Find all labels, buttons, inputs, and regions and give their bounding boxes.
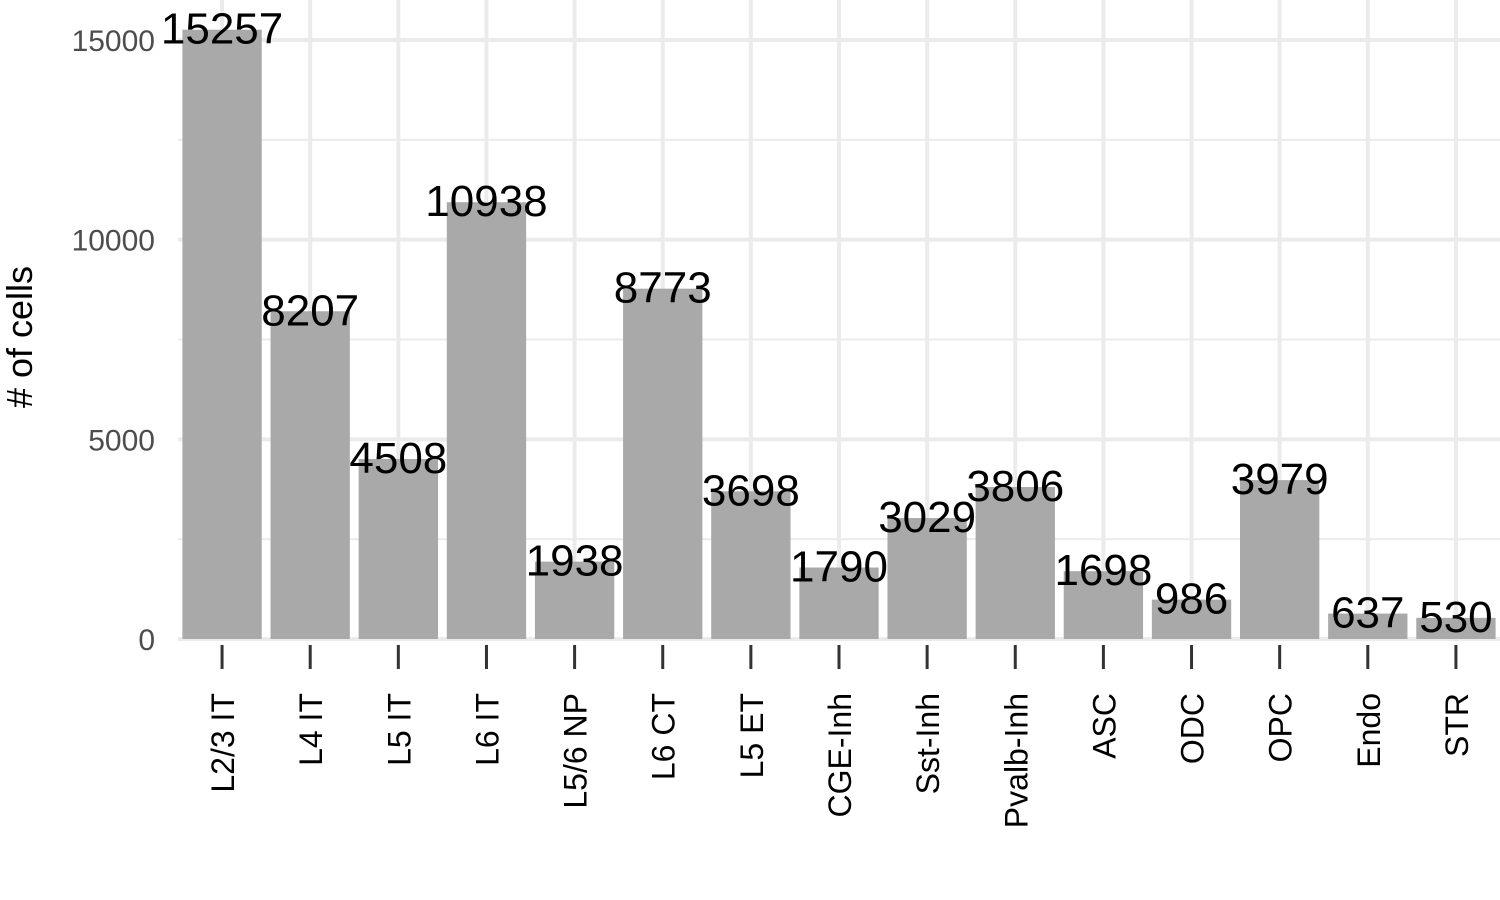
x-tick-label: L5 ET bbox=[734, 693, 770, 778]
x-tick-label: L5 IT bbox=[381, 693, 417, 766]
x-tick-label: L6 CT bbox=[646, 693, 682, 780]
bar bbox=[1416, 617, 1496, 639]
data-label: 8773 bbox=[614, 264, 712, 313]
x-tick-label: ODC bbox=[1175, 693, 1211, 764]
bar bbox=[534, 561, 615, 639]
data-label: 10938 bbox=[425, 177, 547, 226]
data-label: 1698 bbox=[1054, 546, 1152, 595]
data-label: 3979 bbox=[1231, 455, 1329, 504]
data-label: 15257 bbox=[161, 5, 283, 54]
data-label: 637 bbox=[1331, 589, 1404, 638]
y-axis-title: # of cells bbox=[0, 266, 40, 408]
data-labels: 15257 8207 4508 10938 1938 8773 3698 1790302938… bbox=[161, 5, 1493, 642]
bar bbox=[446, 202, 527, 639]
data-label: 986 bbox=[1155, 575, 1228, 624]
x-tick-label: CGE-Inh bbox=[822, 693, 858, 817]
bar bbox=[711, 491, 791, 639]
x-tick-label: STR bbox=[1439, 693, 1475, 757]
bar bbox=[270, 311, 350, 639]
bar bbox=[887, 518, 967, 639]
bar bbox=[1240, 480, 1320, 639]
x-tick-label: Pvalb-Inh bbox=[998, 693, 1034, 828]
x-tick-label: L2/3 IT bbox=[205, 693, 241, 793]
bar bbox=[799, 567, 879, 639]
data-label: 1790 bbox=[790, 543, 888, 592]
x-tick-label: Sst-Inh bbox=[910, 693, 946, 794]
data-label: 3698 bbox=[702, 466, 800, 515]
bar bbox=[182, 29, 262, 640]
x-tick-label: L4 IT bbox=[293, 693, 329, 766]
data-label: 3029 bbox=[878, 493, 976, 542]
y-axis: 0 5000 10000 15000 bbox=[72, 25, 155, 657]
data-label: 3806 bbox=[966, 462, 1064, 511]
bar bbox=[1151, 599, 1232, 639]
x-tick-label: L5/6 NP bbox=[558, 693, 594, 809]
bar bbox=[975, 487, 1055, 639]
y-tick-label: 5000 bbox=[88, 424, 155, 457]
x-tick-label: Endo bbox=[1351, 693, 1387, 768]
x-tick-label: ASC bbox=[1086, 693, 1122, 759]
bar bbox=[1328, 613, 1408, 639]
bars bbox=[182, 29, 1496, 640]
y-tick-label: 0 bbox=[138, 624, 155, 657]
y-tick-label: 15000 bbox=[72, 25, 155, 58]
x-tick-label: OPC bbox=[1263, 693, 1299, 762]
data-label: 530 bbox=[1419, 593, 1492, 642]
x-tick-label: L6 IT bbox=[469, 693, 505, 766]
data-label: 4508 bbox=[349, 434, 447, 483]
bar bbox=[1063, 571, 1144, 639]
y-tick-label: 10000 bbox=[72, 225, 155, 258]
data-label: 8207 bbox=[261, 286, 359, 335]
bar bbox=[358, 458, 438, 639]
x-axis: L2/3 IT L4 IT L5 IT L6 IT L5/6 NP L6 CT L5 ET C… bbox=[205, 645, 1475, 828]
data-label: 1938 bbox=[526, 537, 624, 586]
bar bbox=[623, 288, 703, 639]
